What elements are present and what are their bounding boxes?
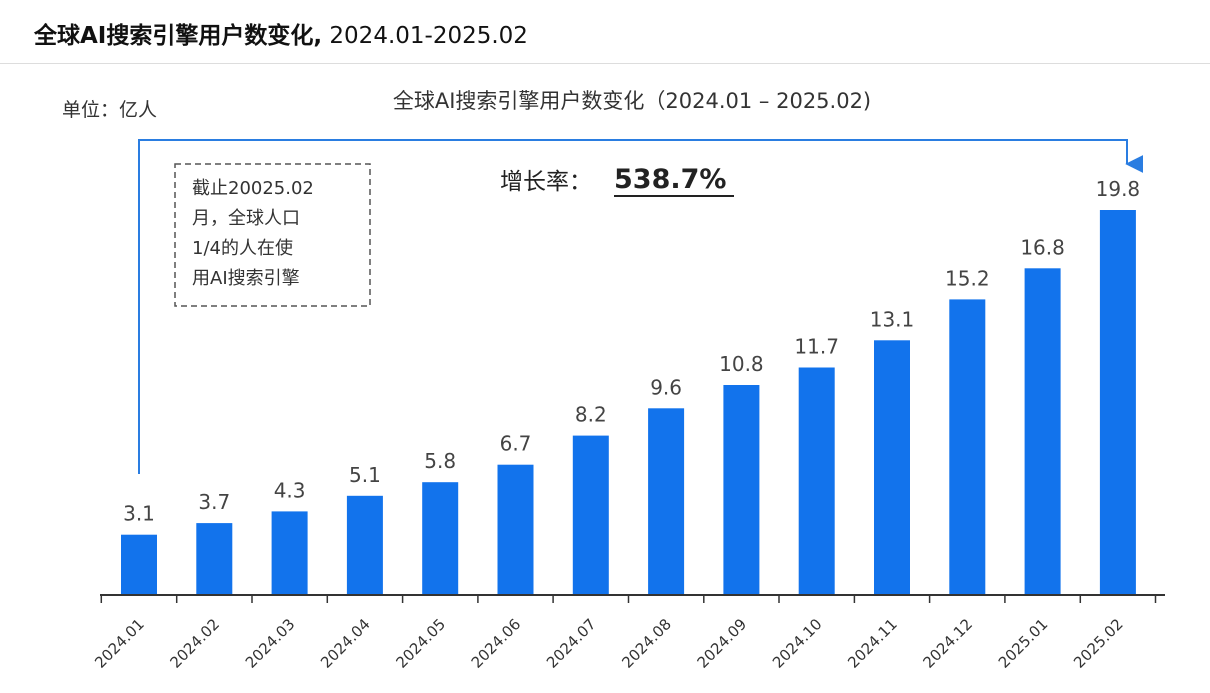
bar-chart: 单位：亿人 全球AI搜索引擎用户数变化（2024.01 – 2025.02) 增… <box>62 89 1165 672</box>
data-label-2024.12: 15.2 <box>945 266 990 290</box>
bar-2024.06 <box>497 464 534 595</box>
bar-2024.07 <box>572 435 609 595</box>
bar-2024.03 <box>271 511 308 595</box>
note-line-1: 截止20025.02 <box>192 178 314 199</box>
bar-2024.08 <box>648 408 685 595</box>
x-tick-label-2024.06: 2024.06 <box>468 615 525 672</box>
data-label-2024.01: 3.1 <box>123 502 155 526</box>
bar-2024.12 <box>949 299 986 595</box>
data-label-2024.02: 3.7 <box>198 490 230 514</box>
x-tick-label-2024.04: 2024.04 <box>317 615 374 672</box>
data-label-2024.10: 11.7 <box>794 335 839 359</box>
x-tick-label-2024.01: 2024.01 <box>91 615 148 672</box>
x-tick-label-2024.12: 2024.12 <box>920 615 977 672</box>
page-title: 全球AI搜索引擎用户数变化, 2024.01-2025.02 <box>34 16 528 50</box>
bar-2024.01 <box>121 534 157 595</box>
bar-2025.02 <box>1099 210 1136 595</box>
chart-title: 全球AI搜索引擎用户数变化（2024.01 – 2025.02) <box>393 89 871 113</box>
bar-2024.11 <box>874 340 910 595</box>
x-tick-label-2025.02: 2025.02 <box>1070 615 1127 672</box>
data-label-2024.03: 4.3 <box>274 478 306 502</box>
x-tick-label-2024.07: 2024.07 <box>543 615 600 672</box>
data-label-2024.06: 6.7 <box>500 432 532 456</box>
x-axis-labels: 2024.01 2024.02 2024.03 2024.04 2024.05 2024.… <box>91 615 1126 672</box>
bar-2025.01 <box>1024 268 1061 595</box>
note-line-2: 月，全球人口 <box>192 208 300 229</box>
data-label-2024.08: 9.6 <box>650 375 682 399</box>
x-tick-label-2024.03: 2024.03 <box>242 615 299 672</box>
data-label-2025.01: 16.8 <box>1020 235 1065 259</box>
page-header: 全球AI搜索引擎用户数变化, 2024.01-2025.02 <box>0 0 1210 64</box>
bar-2024.10 <box>798 367 835 595</box>
unit-label: 单位：亿人 <box>62 99 157 121</box>
data-label-2024.04: 5.1 <box>349 463 381 487</box>
data-label-2024.07: 8.2 <box>575 403 607 427</box>
growth-arrow <box>138 139 1144 474</box>
data-label-2024.05: 5.8 <box>424 449 456 473</box>
x-tick-label-2024.09: 2024.09 <box>694 615 751 672</box>
bar-2024.04 <box>346 495 383 595</box>
x-tick-label-2024.10: 2024.10 <box>769 615 826 672</box>
growth-label: 增长率： <box>500 169 592 195</box>
x-tick-label-2024.11: 2024.11 <box>844 615 901 672</box>
page-title-range: 2024.01-2025.02 <box>322 23 528 49</box>
x-tick-label-2025.01: 2025.01 <box>995 615 1052 672</box>
x-tick-label-2024.05: 2024.05 <box>392 615 449 672</box>
x-axis-ticks <box>100 595 1157 603</box>
note-line-3: 1/4的人在使 <box>192 238 293 259</box>
bar-2024.02 <box>196 523 233 595</box>
bar-2024.05 <box>422 482 459 595</box>
note-line-4: 用AI搜索引擎 <box>192 268 300 289</box>
growth-value: 538.7% <box>614 164 726 195</box>
bar-2024.09 <box>723 385 760 595</box>
data-label-2024.11: 13.1 <box>870 307 915 331</box>
x-tick-label-2024.02: 2024.02 <box>167 615 224 672</box>
page-title-text: 全球AI搜索引擎用户数变化, <box>34 23 323 49</box>
data-label-2025.02: 19.8 <box>1096 177 1141 201</box>
note-box <box>174 163 371 307</box>
data-labels: 3.1 3.7 4.3 5.1 5.8 6.7 8.2 9.6 10.8 11.7 13.1 15.2… <box>123 177 1140 526</box>
bar-series <box>121 210 1136 595</box>
data-label-2024.09: 10.8 <box>719 352 764 376</box>
x-tick-label-2024.08: 2024.08 <box>618 615 675 672</box>
